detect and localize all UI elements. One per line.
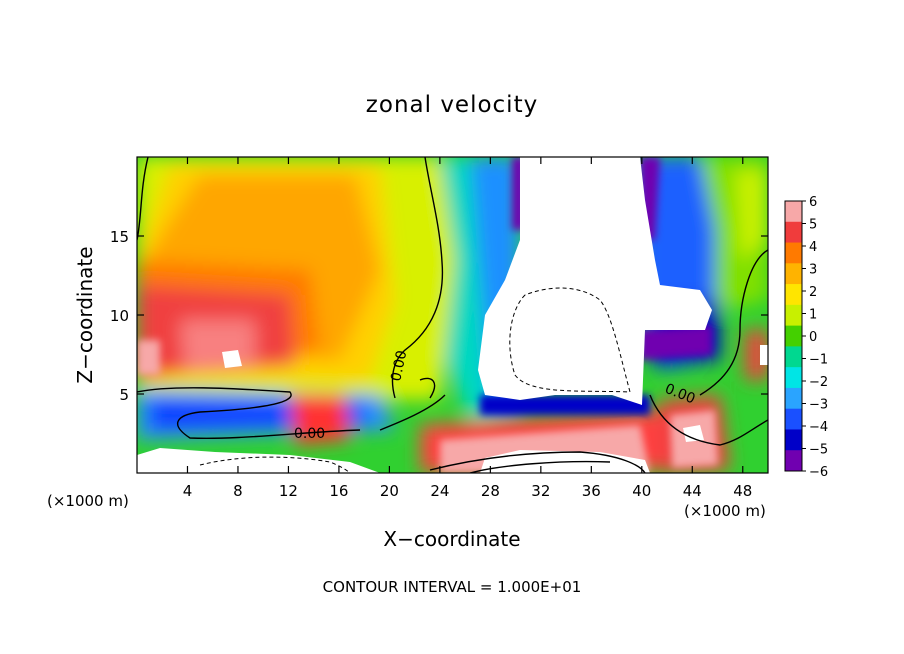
colorbar-swatch (785, 450, 802, 472)
colorbar-swatch (785, 346, 802, 368)
colorbar-tick-label: 1 (809, 308, 817, 323)
blank-region-center (478, 157, 712, 405)
colorbar-swatch (785, 263, 802, 285)
colorbar-tick-label: 4 (809, 240, 817, 255)
colorbar-tick-label: 3 (809, 263, 817, 278)
colorbar-tick-label: −4 (809, 420, 828, 435)
x-tick-label: 36 (582, 482, 601, 500)
colorbar-tick-label: 6 (809, 195, 817, 210)
x-tick-label: 4 (183, 482, 193, 500)
blank-spot (222, 350, 242, 368)
contour-label: 0.00 (388, 349, 410, 383)
x-tick-label: 20 (380, 482, 399, 500)
y-tick-label: 5 (119, 386, 129, 404)
x-axis: 4 8 12 16 20 24 28 32 36 40 44 48 (183, 157, 752, 500)
x-tick-label: 8 (233, 482, 243, 500)
colorbar-tick-label: −3 (809, 398, 828, 413)
x-tick-label: 24 (430, 482, 449, 500)
x-tick-label: 16 (329, 482, 348, 500)
y-axis: 5 10 15 (110, 228, 768, 404)
x-tick-label: 32 (531, 482, 550, 500)
colorbar-tick-label: −5 (809, 443, 828, 458)
x-tick-label: 44 (683, 482, 702, 500)
contour-label: 0.00 (294, 426, 325, 442)
colorbar-swatch (785, 367, 802, 389)
contour-interval-note: CONTOUR INTERVAL = 1.000E+01 (323, 578, 582, 596)
x-tick-label: 48 (733, 482, 752, 500)
colorbar-swatch (785, 284, 802, 306)
colorbar-tick-label: −6 (809, 465, 828, 480)
x-tick-label: 40 (632, 482, 651, 500)
y-axis-label: Z−coordinate (73, 246, 97, 383)
colorbar-swatch (785, 242, 802, 264)
blank-spot-right (760, 345, 768, 365)
heatmap-field (137, 157, 768, 473)
blank-spot-right-surface (683, 425, 704, 442)
colorbar-tick-label: −2 (809, 375, 828, 390)
x-tick-label: 28 (481, 482, 500, 500)
colorbar-swatch (785, 201, 802, 223)
colorbar-swatch (785, 325, 802, 347)
y-tick-label: 10 (110, 307, 129, 325)
colorbar-tick-label: 0 (809, 330, 817, 345)
chart-title: zonal velocity (366, 92, 538, 118)
x-unit-note-left: (×1000 m) (47, 492, 129, 510)
colorbar-swatch (785, 429, 802, 451)
colorbar-tick-label: −1 (809, 353, 828, 368)
y-tick-label: 15 (110, 228, 129, 246)
x-unit-note-right: (×1000 m) (684, 502, 766, 520)
contour-lines (137, 157, 768, 473)
colorbar-swatch (785, 408, 802, 430)
colorbar-tick-label: 5 (809, 218, 817, 233)
colorbar-swatch (785, 221, 802, 244)
colorbar-swatch (785, 387, 802, 410)
blank-region-bottom-left (137, 448, 380, 473)
x-axis-label: X−coordinate (383, 527, 520, 551)
colorbar-swatch (785, 304, 802, 327)
colorbar: 6 5 4 3 2 1 0 −1 −2 −3 −4 −5 −6 (784, 195, 828, 480)
x-tick-label: 12 (279, 482, 298, 500)
colorbar-tick-label: 2 (809, 285, 817, 300)
dashed-contours (199, 287, 631, 473)
